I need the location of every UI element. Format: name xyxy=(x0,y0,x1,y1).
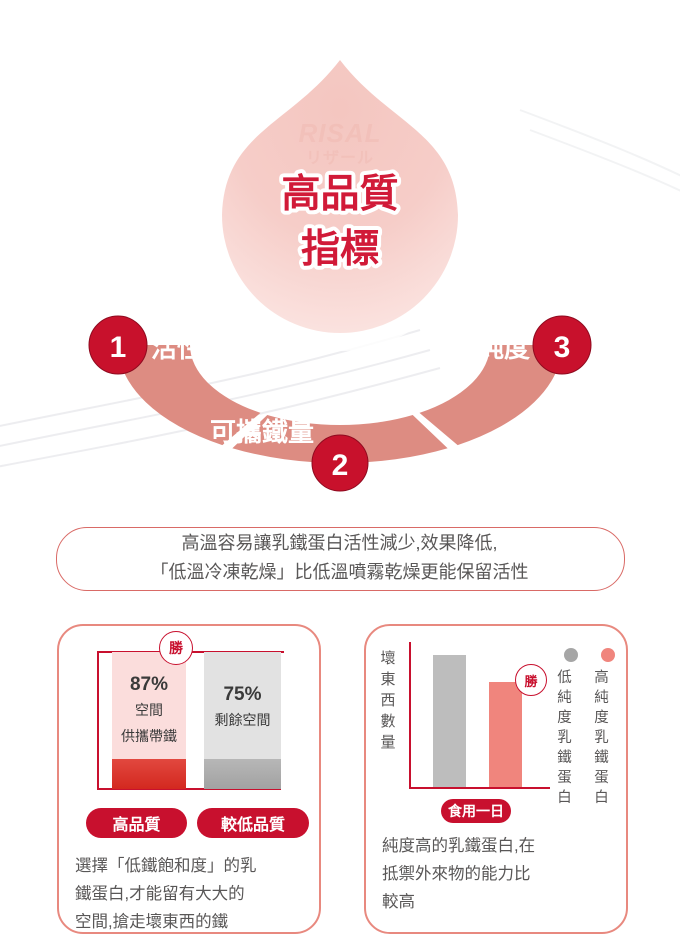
svg-text:リザール: リザール xyxy=(306,149,374,167)
svg-text:2: 2 xyxy=(332,449,349,482)
svg-text:純度: 純度 xyxy=(478,333,530,363)
svg-text:1: 1 xyxy=(110,331,127,364)
svg-text:可攜鐵量: 可攜鐵量 xyxy=(210,417,314,447)
svg-text:RISAL: RISAL xyxy=(299,118,382,148)
svg-text:活性: 活性 xyxy=(151,333,203,363)
svg-text:高品質: 高品質 xyxy=(281,173,398,216)
svg-text:3: 3 xyxy=(554,331,571,364)
svg-text:指標: 指標 xyxy=(301,228,379,271)
